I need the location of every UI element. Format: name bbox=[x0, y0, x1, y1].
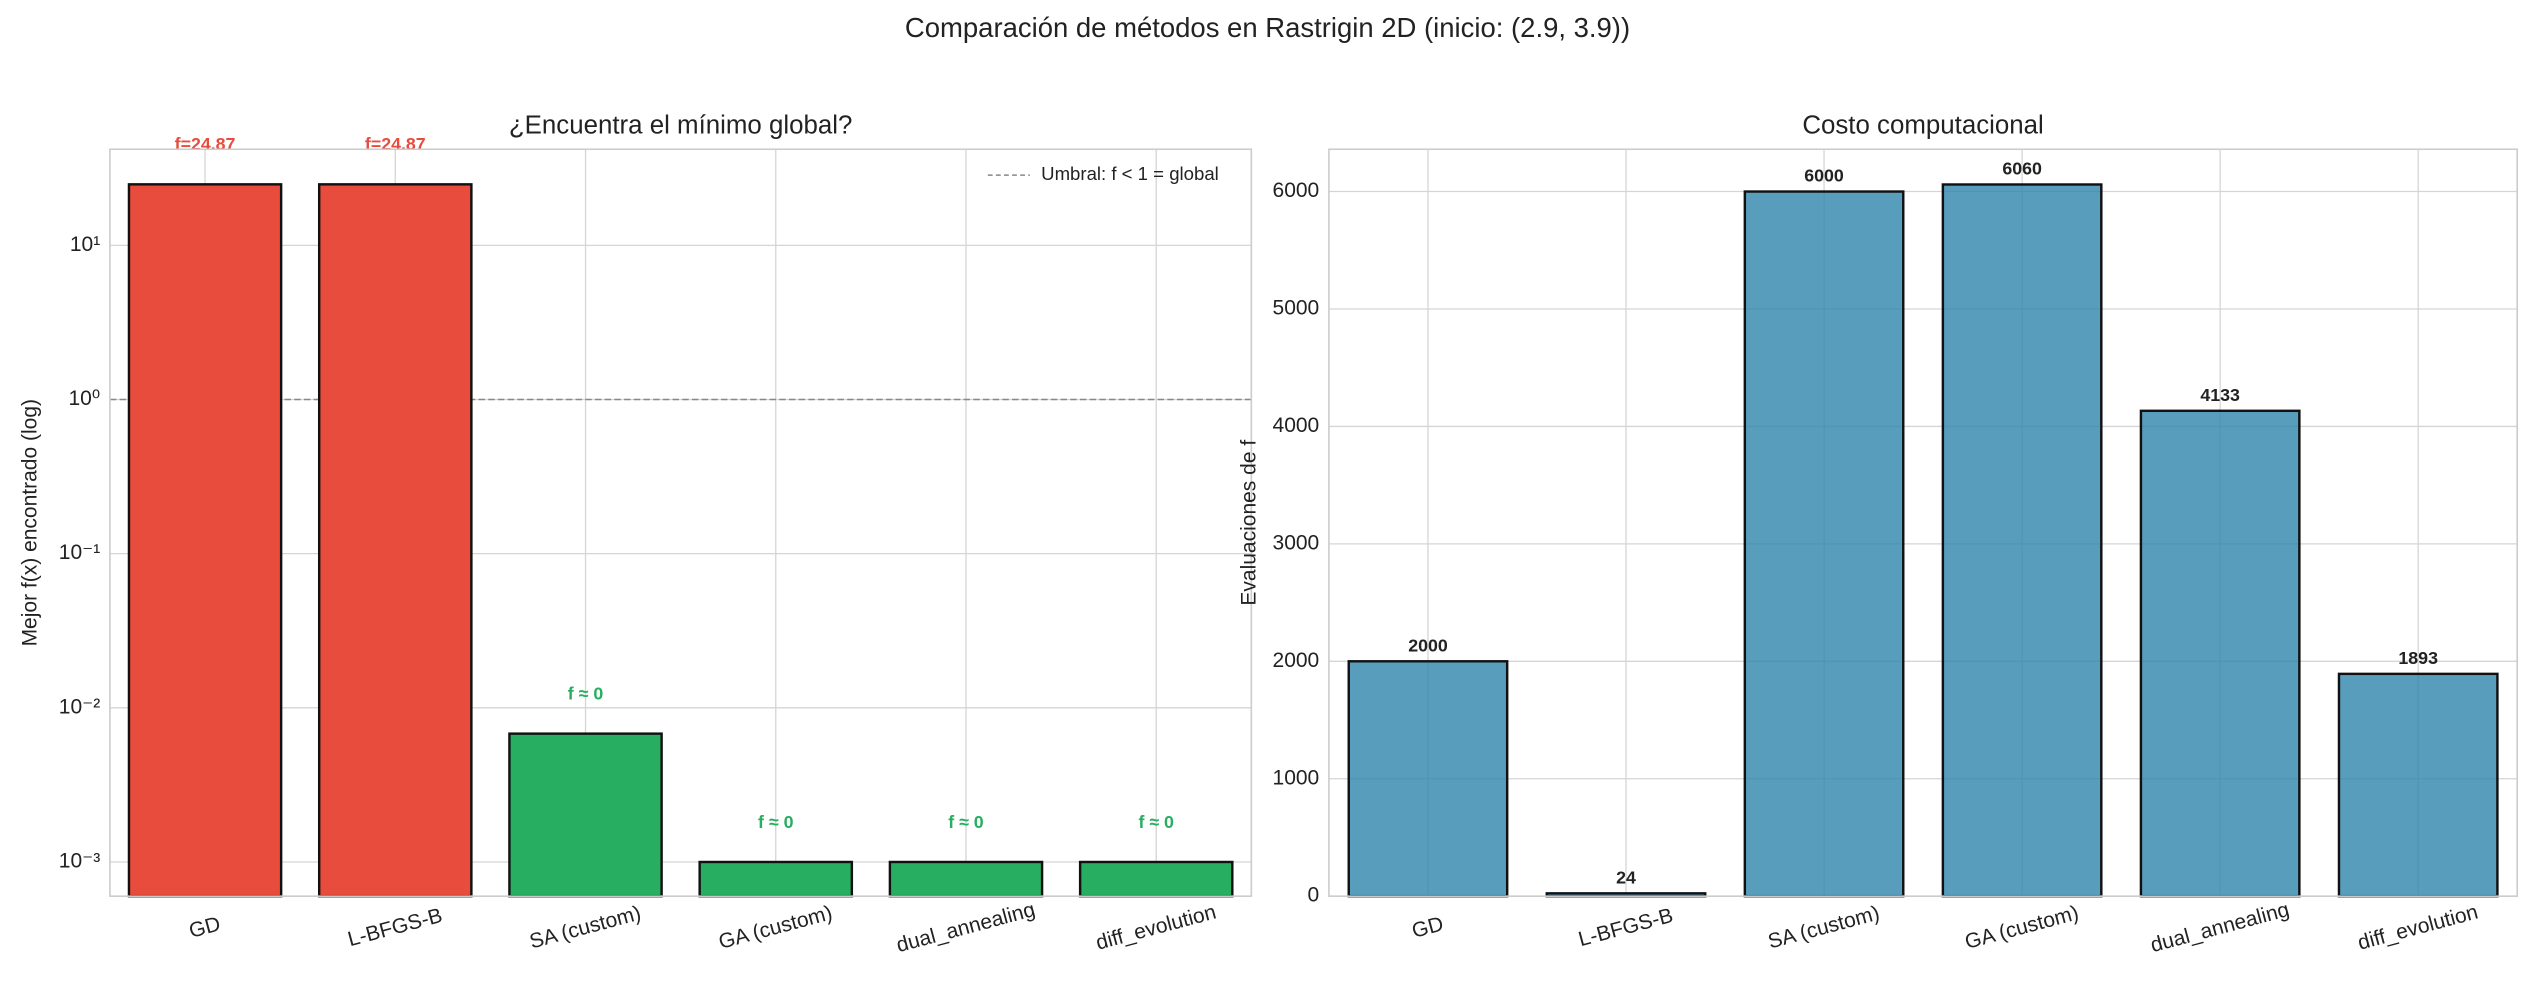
bar bbox=[127, 183, 283, 898]
y-tick-label: 10⁻³ bbox=[59, 850, 100, 873]
bar bbox=[317, 183, 473, 898]
y-tick-label: 10⁻² bbox=[59, 695, 100, 718]
bar bbox=[698, 860, 854, 898]
bar bbox=[1743, 190, 1905, 898]
figure-title: Comparación de métodos en Rastrigin 2D (… bbox=[905, 12, 1630, 43]
value-label: f ≈ 0 bbox=[758, 812, 794, 832]
y-tick-label: 10⁰ bbox=[68, 387, 100, 410]
value-label: f=24.87 bbox=[175, 134, 236, 154]
y-tick-label: 2000 bbox=[1273, 649, 1320, 672]
value-label: f ≈ 0 bbox=[948, 812, 984, 832]
y-tick-label: 4000 bbox=[1273, 414, 1320, 437]
y-tick-label: 3000 bbox=[1273, 531, 1320, 554]
bar bbox=[2337, 672, 2499, 898]
bar bbox=[2139, 409, 2301, 898]
value-label: f ≈ 0 bbox=[568, 684, 604, 704]
value-label: f ≈ 0 bbox=[1139, 812, 1175, 832]
plot-frame bbox=[1328, 148, 2519, 897]
chart-title: Costo computacional bbox=[1802, 111, 2043, 139]
y-tick-label: 1000 bbox=[1273, 766, 1320, 789]
bar bbox=[1941, 183, 2103, 898]
bar bbox=[1347, 660, 1509, 898]
y-tick-label: 10⁻¹ bbox=[59, 541, 100, 564]
legend-label: Umbral: f < 1 = global bbox=[1041, 163, 1219, 184]
bar bbox=[508, 732, 663, 898]
value-label: 4133 bbox=[2200, 385, 2240, 405]
bar bbox=[1078, 860, 1234, 898]
value-label: 6060 bbox=[2002, 159, 2042, 179]
y-tick-label: 0 bbox=[1308, 884, 1320, 907]
y-tick-label: 10¹ bbox=[70, 233, 100, 256]
y-axis-label: Mejor f(x) encontrado (log) bbox=[18, 399, 41, 646]
y-axis-label: Evaluaciones de f bbox=[1237, 440, 1260, 606]
value-label: f=24.87 bbox=[365, 134, 426, 154]
chart-title: ¿Encuentra el mínimo global? bbox=[509, 111, 853, 139]
value-label: 24 bbox=[1616, 868, 1636, 888]
y-tick-label: 5000 bbox=[1273, 297, 1320, 320]
plot-frame bbox=[109, 148, 1253, 897]
value-label: 6000 bbox=[1804, 166, 1844, 186]
value-label: 2000 bbox=[1408, 635, 1448, 655]
value-label: 1893 bbox=[2398, 648, 2438, 668]
bar bbox=[888, 860, 1044, 898]
y-tick-label: 6000 bbox=[1273, 179, 1320, 202]
